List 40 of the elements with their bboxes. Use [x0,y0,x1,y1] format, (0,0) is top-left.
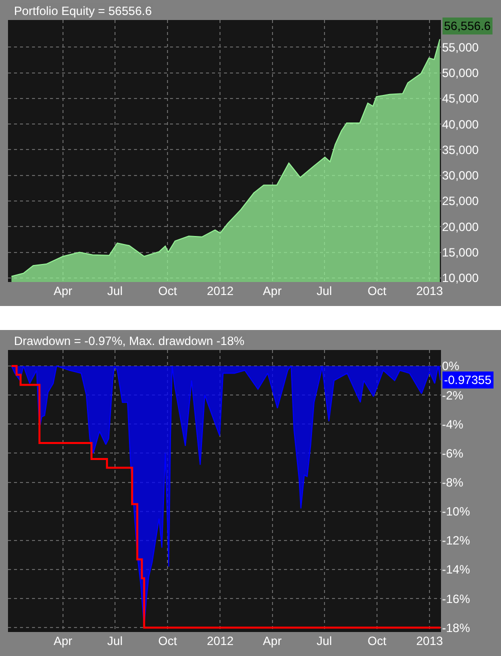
x-tick-label: Jul [107,284,123,298]
x-tick-label: 2013 [416,634,444,648]
chart-title: Drawdown = -0.97%, Max. drawdown -18% [14,334,245,348]
annotation: 56,556.6 [444,19,492,33]
x-tick-label: Oct [368,634,387,648]
x-tick-label: Apr [54,634,72,648]
y-tick-label: 0% [442,359,460,374]
y-tick-label: -14% [442,562,470,577]
y-tick-label: 45,000 [442,92,480,106]
y-tick-label: -6% [442,446,464,460]
x-tick-label: Apr [262,634,282,648]
x-tick-label: Jul [316,634,332,648]
x-tick-label: Apr [54,284,72,298]
y-tick-label: -18% [442,620,470,635]
y-tick-label: 35,000 [442,142,480,157]
x-tick-label: 2013 [416,284,444,298]
x-tick-label: Jul [316,284,332,298]
y-tick-label: -2% [442,388,464,402]
x-tick-label: Oct [158,634,178,648]
x-tick-label: 2012 [206,284,234,298]
x-tick-label: 2012 [206,634,234,648]
y-tick-label: -8% [442,475,464,490]
x-tick-label: Jul [107,634,123,648]
y-tick-label: 40,000 [442,117,480,132]
y-tick-label: 25,000 [442,194,480,208]
y-tick-label: 30,000 [442,168,480,183]
annotation: -0.97355 [444,373,492,387]
y-tick-label: -12% [442,534,470,548]
y-tick-label: -4% [442,417,464,432]
y-tick-label: 10,000 [442,271,480,286]
x-tick-label: Apr [262,284,282,298]
y-tick-label: -10% [442,504,470,519]
y-tick-label: 20,000 [442,220,480,234]
y-tick-label: 15,000 [442,245,480,260]
y-tick-label: -16% [442,592,470,606]
x-tick-label: Oct [158,284,178,298]
chart-title: Portfolio Equity = 56556.6 [14,4,152,18]
x-tick-label: Oct [368,284,387,298]
y-tick-label: 55,000 [442,40,480,54]
y-tick-label: 50,000 [442,66,480,80]
